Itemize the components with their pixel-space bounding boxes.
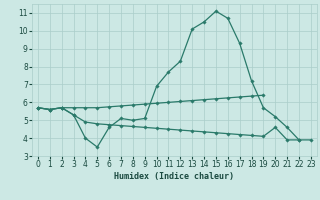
X-axis label: Humidex (Indice chaleur): Humidex (Indice chaleur) <box>115 172 234 181</box>
